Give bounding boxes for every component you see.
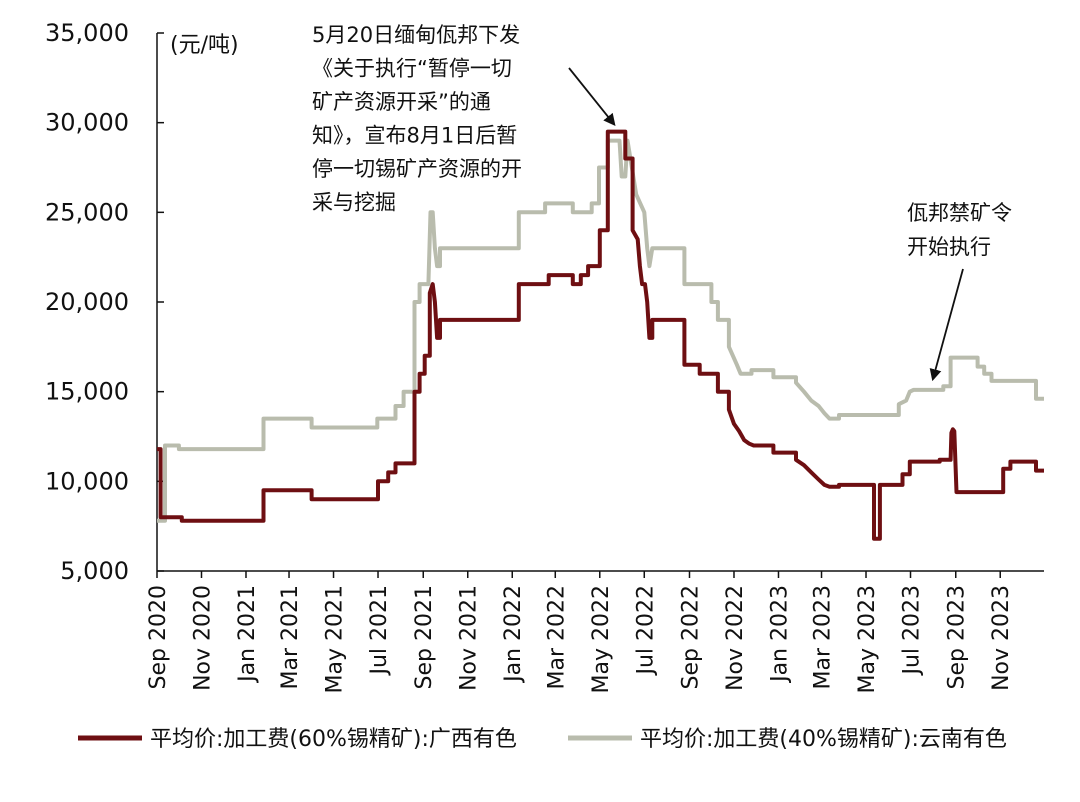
annotation-line: 矿产资源开采”的通 — [312, 90, 491, 114]
y-tick-label: 35,000 — [45, 19, 129, 47]
x-tick-label: Nov 2022 — [723, 585, 748, 691]
x-tick-label: Nov 2020 — [190, 585, 215, 691]
x-tick-label: Nov 2021 — [457, 585, 482, 691]
y-tick-label: 30,000 — [45, 109, 129, 137]
annotation-line: 佤邦禁矿令 — [907, 201, 1012, 225]
y-tick-label: 20,000 — [45, 288, 129, 316]
y-tick-label: 10,000 — [45, 467, 129, 495]
x-tick-label: Jul 2023 — [900, 585, 925, 677]
unit-label: (元/吨) — [170, 33, 239, 58]
annotation-arrow — [568, 67, 616, 126]
x-tick-label: Mar 2023 — [811, 585, 836, 690]
annotation-myanmar-notice: 5月20日缅甸佤邦下发《关于执行“暂停一切矿产资源开采”的通知》，宣布8月1日后… — [312, 23, 616, 215]
legend-label: 平均价:加工费(60%锡精矿):广西有色 — [150, 727, 517, 752]
x-tick-label: Jul 2022 — [633, 585, 658, 677]
x-tick-label: Sep 2020 — [146, 585, 171, 689]
series-line-1 — [157, 138, 1044, 523]
x-tick-label: Sep 2022 — [678, 585, 703, 689]
annotation-arrow — [929, 268, 964, 382]
annotation-line: 知》，宣布8月1日后暂 — [312, 124, 517, 148]
x-tick-label: Jul 2021 — [367, 585, 392, 677]
annotation-line: 采与挖掘 — [312, 191, 396, 215]
x-tick-label: Jan 2021 — [235, 585, 260, 684]
annotation-line: 《关于执行“暂停一切 — [312, 57, 512, 81]
axes: 5,000 10,000 15,000 20,000 25,000 30,000 35,00… — [45, 19, 1044, 693]
series-group — [157, 129, 1044, 541]
annotations: 5月20日缅甸佤邦下发《关于执行“暂停一切矿产资源开采”的通知》，宣布8月1日后… — [312, 23, 1012, 382]
legend-item-1: 平均价:加工费(40%锡精矿):云南有色 — [568, 727, 1007, 752]
legend-label: 平均价:加工费(40%锡精矿):云南有色 — [640, 727, 1007, 752]
legend-item-0: 平均价:加工费(60%锡精矿):广西有色 — [78, 727, 517, 752]
x-tick-label: May 2023 — [855, 585, 880, 693]
annotation-line: 停一切锡矿产资源的开 — [312, 157, 522, 181]
x-tick-label: Nov 2023 — [989, 585, 1014, 691]
x-tick-label: Sep 2023 — [945, 585, 970, 689]
legend: 平均价:加工费(60%锡精矿):广西有色 平均价:加工费(40%锡精矿):云南有色 — [78, 727, 1007, 752]
y-tick-label: 5,000 — [60, 557, 129, 585]
annotation-line: 5月20日缅甸佤邦下发 — [312, 23, 520, 47]
x-tick-label: Mar 2021 — [278, 585, 303, 690]
x-tick-label: Mar 2022 — [544, 585, 569, 690]
x-tick-label: Sep 2021 — [412, 585, 437, 689]
y-tick-label: 15,000 — [45, 378, 129, 406]
x-tick-label: May 2022 — [589, 585, 614, 693]
x-tick-label: Jan 2022 — [501, 585, 526, 684]
y-tick-label: 25,000 — [45, 198, 129, 226]
x-tick-label: Jan 2023 — [767, 585, 792, 684]
series-line-0 — [157, 129, 1044, 541]
x-tick-label: May 2021 — [323, 585, 348, 693]
annotation-line: 开始执行 — [907, 235, 991, 259]
